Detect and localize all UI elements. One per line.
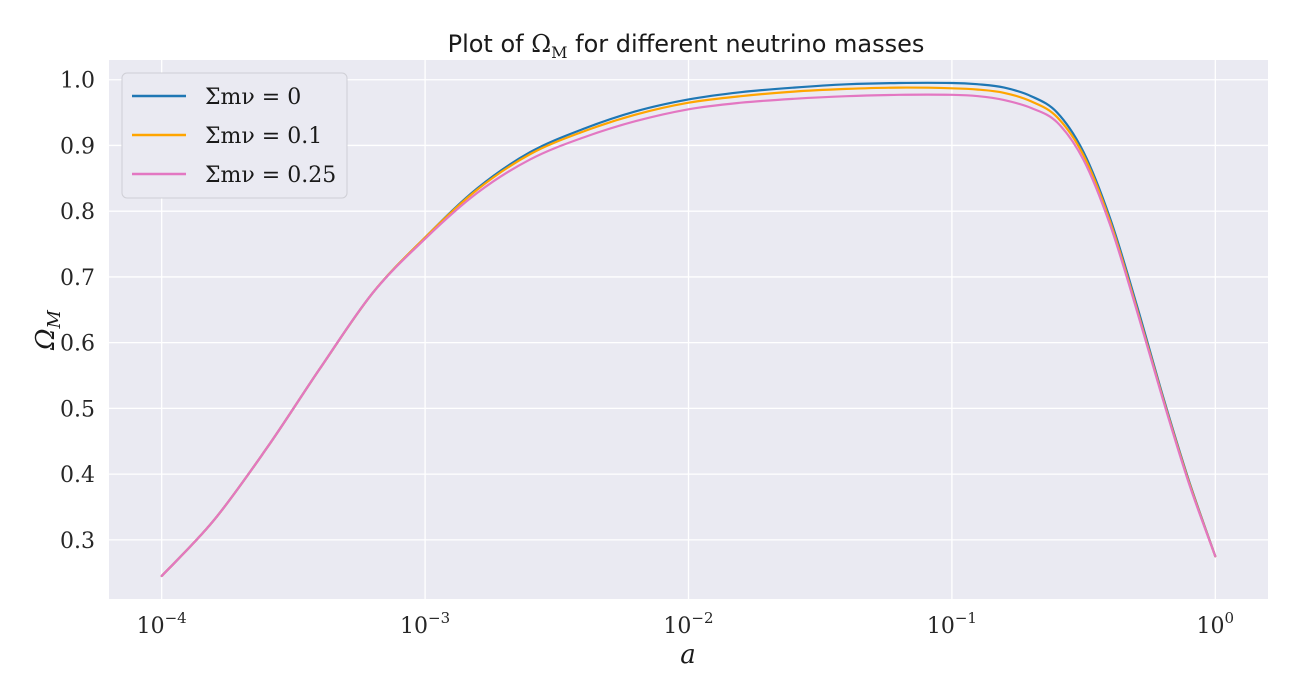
legend-label-2: Σmν = 0.25 (205, 163, 336, 188)
y-tick-label-5: 0.8 (60, 200, 95, 225)
y-tick-label-6: 0.9 (60, 134, 95, 159)
series-line-2 (160, 93, 1217, 578)
y-tick-label-2: 0.5 (60, 397, 95, 422)
y-axis-symbol: Ω (31, 328, 61, 351)
y-tick-label-0: 0.3 (60, 529, 95, 554)
x-tick-label-1: 10−3 (400, 609, 450, 639)
y-tick-label-7: 1.0 (60, 69, 95, 94)
x-tick-label-0: 10−4 (137, 609, 187, 639)
y-tick-label-4: 0.7 (60, 266, 95, 291)
title-prefix: Plot of (448, 30, 532, 58)
y-tick-labels: 0.3 0.4 0.5 0.6 0.7 0.8 0.9 1.0 (60, 69, 95, 554)
title-suffix: for different neutrino masses (568, 30, 925, 58)
y-axis-label: ΩM (31, 309, 65, 351)
y-tick-label-1: 0.4 (60, 463, 95, 488)
x-tick-label-2: 10−2 (663, 609, 713, 639)
x-tick-labels: 10−4 10−3 10−2 10−1 100 (137, 609, 1234, 639)
title-subscript: M (551, 43, 567, 62)
legend-box (121, 72, 348, 199)
x-axis-label: a (680, 640, 696, 670)
x-tick-label-3: 10−1 (927, 609, 977, 639)
legend: Σmν = 0 Σmν = 0.1 Σmν = 0.25 (121, 72, 348, 199)
y-axis-subscript: M (44, 309, 65, 329)
legend-label-0: Σmν = 0 (205, 85, 301, 110)
y-tick-label-3: 0.6 (60, 332, 95, 357)
grid-lines (109, 60, 1268, 599)
series-lines (160, 81, 1217, 578)
chart-title: Plot of ΩM for different neutrino masses (448, 30, 925, 62)
x-tick-label-4: 100 (1197, 609, 1235, 639)
legend-label-1: Σmν = 0.1 (205, 124, 322, 149)
title-symbol: Ω (531, 30, 551, 58)
